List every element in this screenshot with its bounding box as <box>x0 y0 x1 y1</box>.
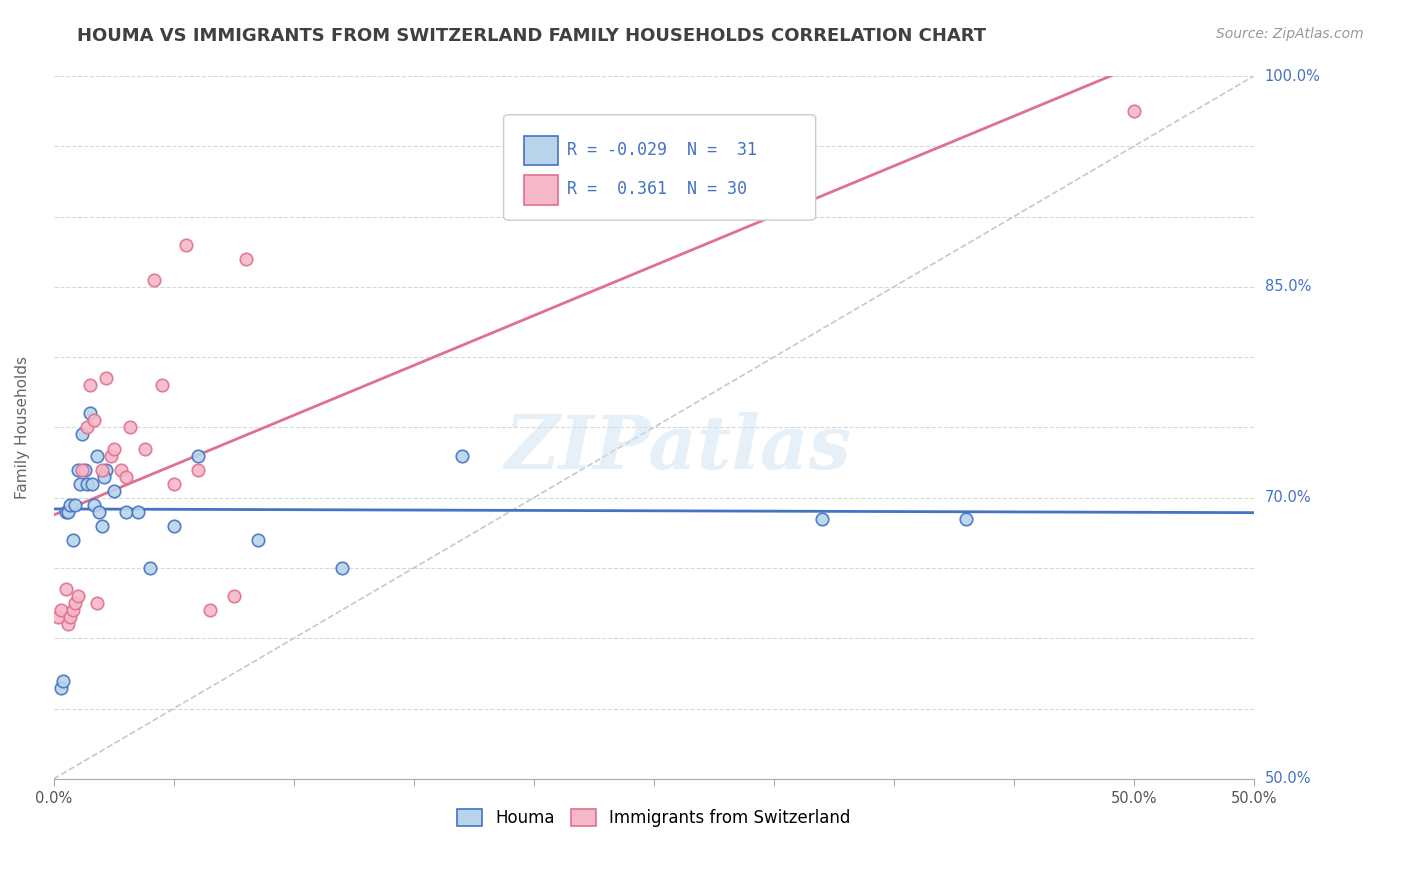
Point <box>66 463 89 477</box>
Point <box>96 463 118 477</box>
Point <box>63 596 86 610</box>
Point <box>79 406 101 420</box>
Text: R =  0.361  N = 30: R = 0.361 N = 30 <box>567 180 747 198</box>
Point <box>93 469 115 483</box>
Point <box>89 505 111 519</box>
Point <box>55 582 77 596</box>
Point <box>450 449 472 463</box>
Text: 100.0%: 100.0% <box>1265 69 1320 84</box>
Point <box>79 378 101 392</box>
Point <box>83 498 105 512</box>
Point <box>246 533 269 547</box>
Point <box>138 561 160 575</box>
Point <box>187 463 209 477</box>
Point <box>810 512 832 526</box>
Point <box>134 442 156 456</box>
FancyBboxPatch shape <box>524 175 558 204</box>
Point <box>1122 104 1144 119</box>
Point <box>49 603 72 617</box>
Y-axis label: Family Households: Family Households <box>15 356 30 499</box>
Point <box>76 476 98 491</box>
Point <box>330 561 353 575</box>
Text: Source: ZipAtlas.com: Source: ZipAtlas.com <box>1216 27 1364 41</box>
Point <box>49 681 72 695</box>
Point <box>55 505 77 519</box>
Point <box>56 617 79 632</box>
Text: 85.0%: 85.0% <box>1265 279 1312 294</box>
Point <box>114 469 136 483</box>
Point <box>59 498 82 512</box>
Point <box>80 476 103 491</box>
Point <box>110 463 132 477</box>
Point <box>127 505 149 519</box>
Point <box>187 449 209 463</box>
Point <box>73 463 96 477</box>
Point <box>143 273 166 287</box>
FancyBboxPatch shape <box>503 115 815 220</box>
Point <box>63 498 86 512</box>
Point <box>86 596 108 610</box>
Point <box>120 420 142 434</box>
Point <box>103 483 125 498</box>
Point <box>96 371 118 385</box>
Point <box>72 463 94 477</box>
FancyBboxPatch shape <box>524 136 558 165</box>
Point <box>69 476 91 491</box>
Point <box>90 519 112 533</box>
Text: 70.0%: 70.0% <box>1265 491 1312 505</box>
Point <box>62 603 84 617</box>
Point <box>162 476 184 491</box>
Text: 50.0%: 50.0% <box>1265 772 1312 787</box>
Point <box>59 610 82 624</box>
Point <box>83 413 105 427</box>
Point <box>72 427 94 442</box>
Point <box>150 378 173 392</box>
Text: ZIPatlas: ZIPatlas <box>505 412 851 485</box>
Point <box>174 237 197 252</box>
Point <box>62 533 84 547</box>
Point <box>955 512 977 526</box>
Point <box>86 449 108 463</box>
Legend: Houma, Immigrants from Switzerland: Houma, Immigrants from Switzerland <box>450 802 858 834</box>
Text: HOUMA VS IMMIGRANTS FROM SWITZERLAND FAMILY HOUSEHOLDS CORRELATION CHART: HOUMA VS IMMIGRANTS FROM SWITZERLAND FAM… <box>77 27 987 45</box>
Point <box>56 505 79 519</box>
Point <box>90 463 112 477</box>
Point <box>222 589 245 603</box>
Point <box>52 673 75 688</box>
Point <box>235 252 257 266</box>
Point <box>162 519 184 533</box>
Point <box>198 603 221 617</box>
Point <box>103 442 125 456</box>
Point <box>76 420 98 434</box>
Point <box>100 449 122 463</box>
Text: R = -0.029  N =  31: R = -0.029 N = 31 <box>567 141 758 159</box>
Point <box>66 589 89 603</box>
Point <box>48 610 70 624</box>
Point <box>114 505 136 519</box>
